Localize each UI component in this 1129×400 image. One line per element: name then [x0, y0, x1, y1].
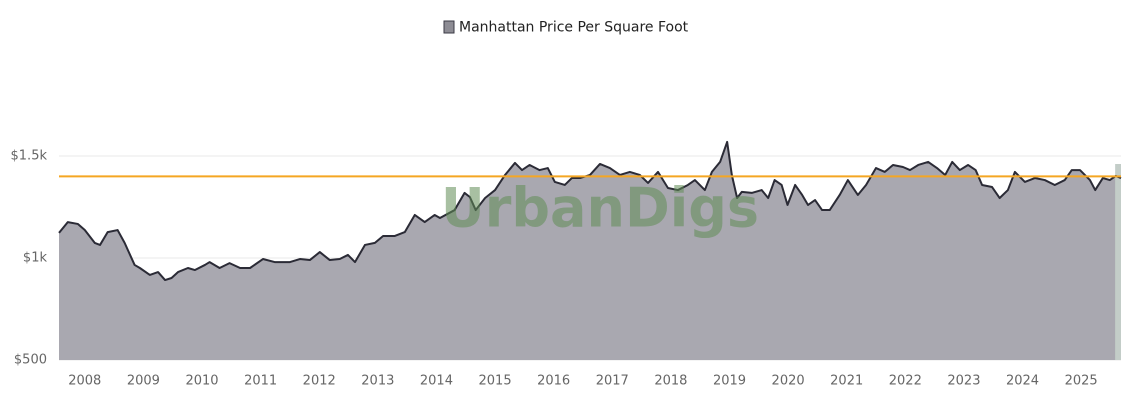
x-tick-label: 2020: [772, 374, 805, 389]
y-tick-label: $1.5k: [11, 149, 48, 164]
watermark: UrbanDigs: [441, 177, 759, 240]
x-tick-label: 2010: [185, 374, 218, 389]
area: [59, 141, 1121, 360]
x-tick-label: 2019: [713, 374, 746, 389]
legend-label[interactable]: Manhattan Price Per Square Foot: [459, 20, 689, 36]
x-tick-label: 2025: [1065, 374, 1098, 389]
y-tick-label: $1k: [23, 251, 48, 266]
x-tick-label: 2015: [479, 374, 512, 389]
x-tick-label: 2023: [947, 374, 980, 389]
x-tick-label: 2014: [420, 374, 453, 389]
x-tick-label: 2012: [303, 374, 336, 389]
x-tick-label: 2011: [244, 374, 277, 389]
y-tick-label: $500: [14, 353, 47, 368]
x-tick-label: 2021: [830, 374, 863, 389]
x-tick-label: 2018: [654, 374, 687, 389]
x-tick-label: 2024: [1006, 374, 1039, 389]
x-tick-label: 2008: [68, 374, 101, 389]
x-tick-label: 2017: [596, 374, 629, 389]
highlight-band: [1115, 164, 1121, 360]
x-tick-label: 2013: [361, 374, 394, 389]
line: [58, 140, 1122, 282]
x-tick-label: 2016: [537, 374, 570, 389]
x-tick-label: 2022: [889, 374, 922, 389]
x-tick-label: 2009: [127, 374, 160, 389]
legend-swatch[interactable]: [443, 20, 455, 34]
